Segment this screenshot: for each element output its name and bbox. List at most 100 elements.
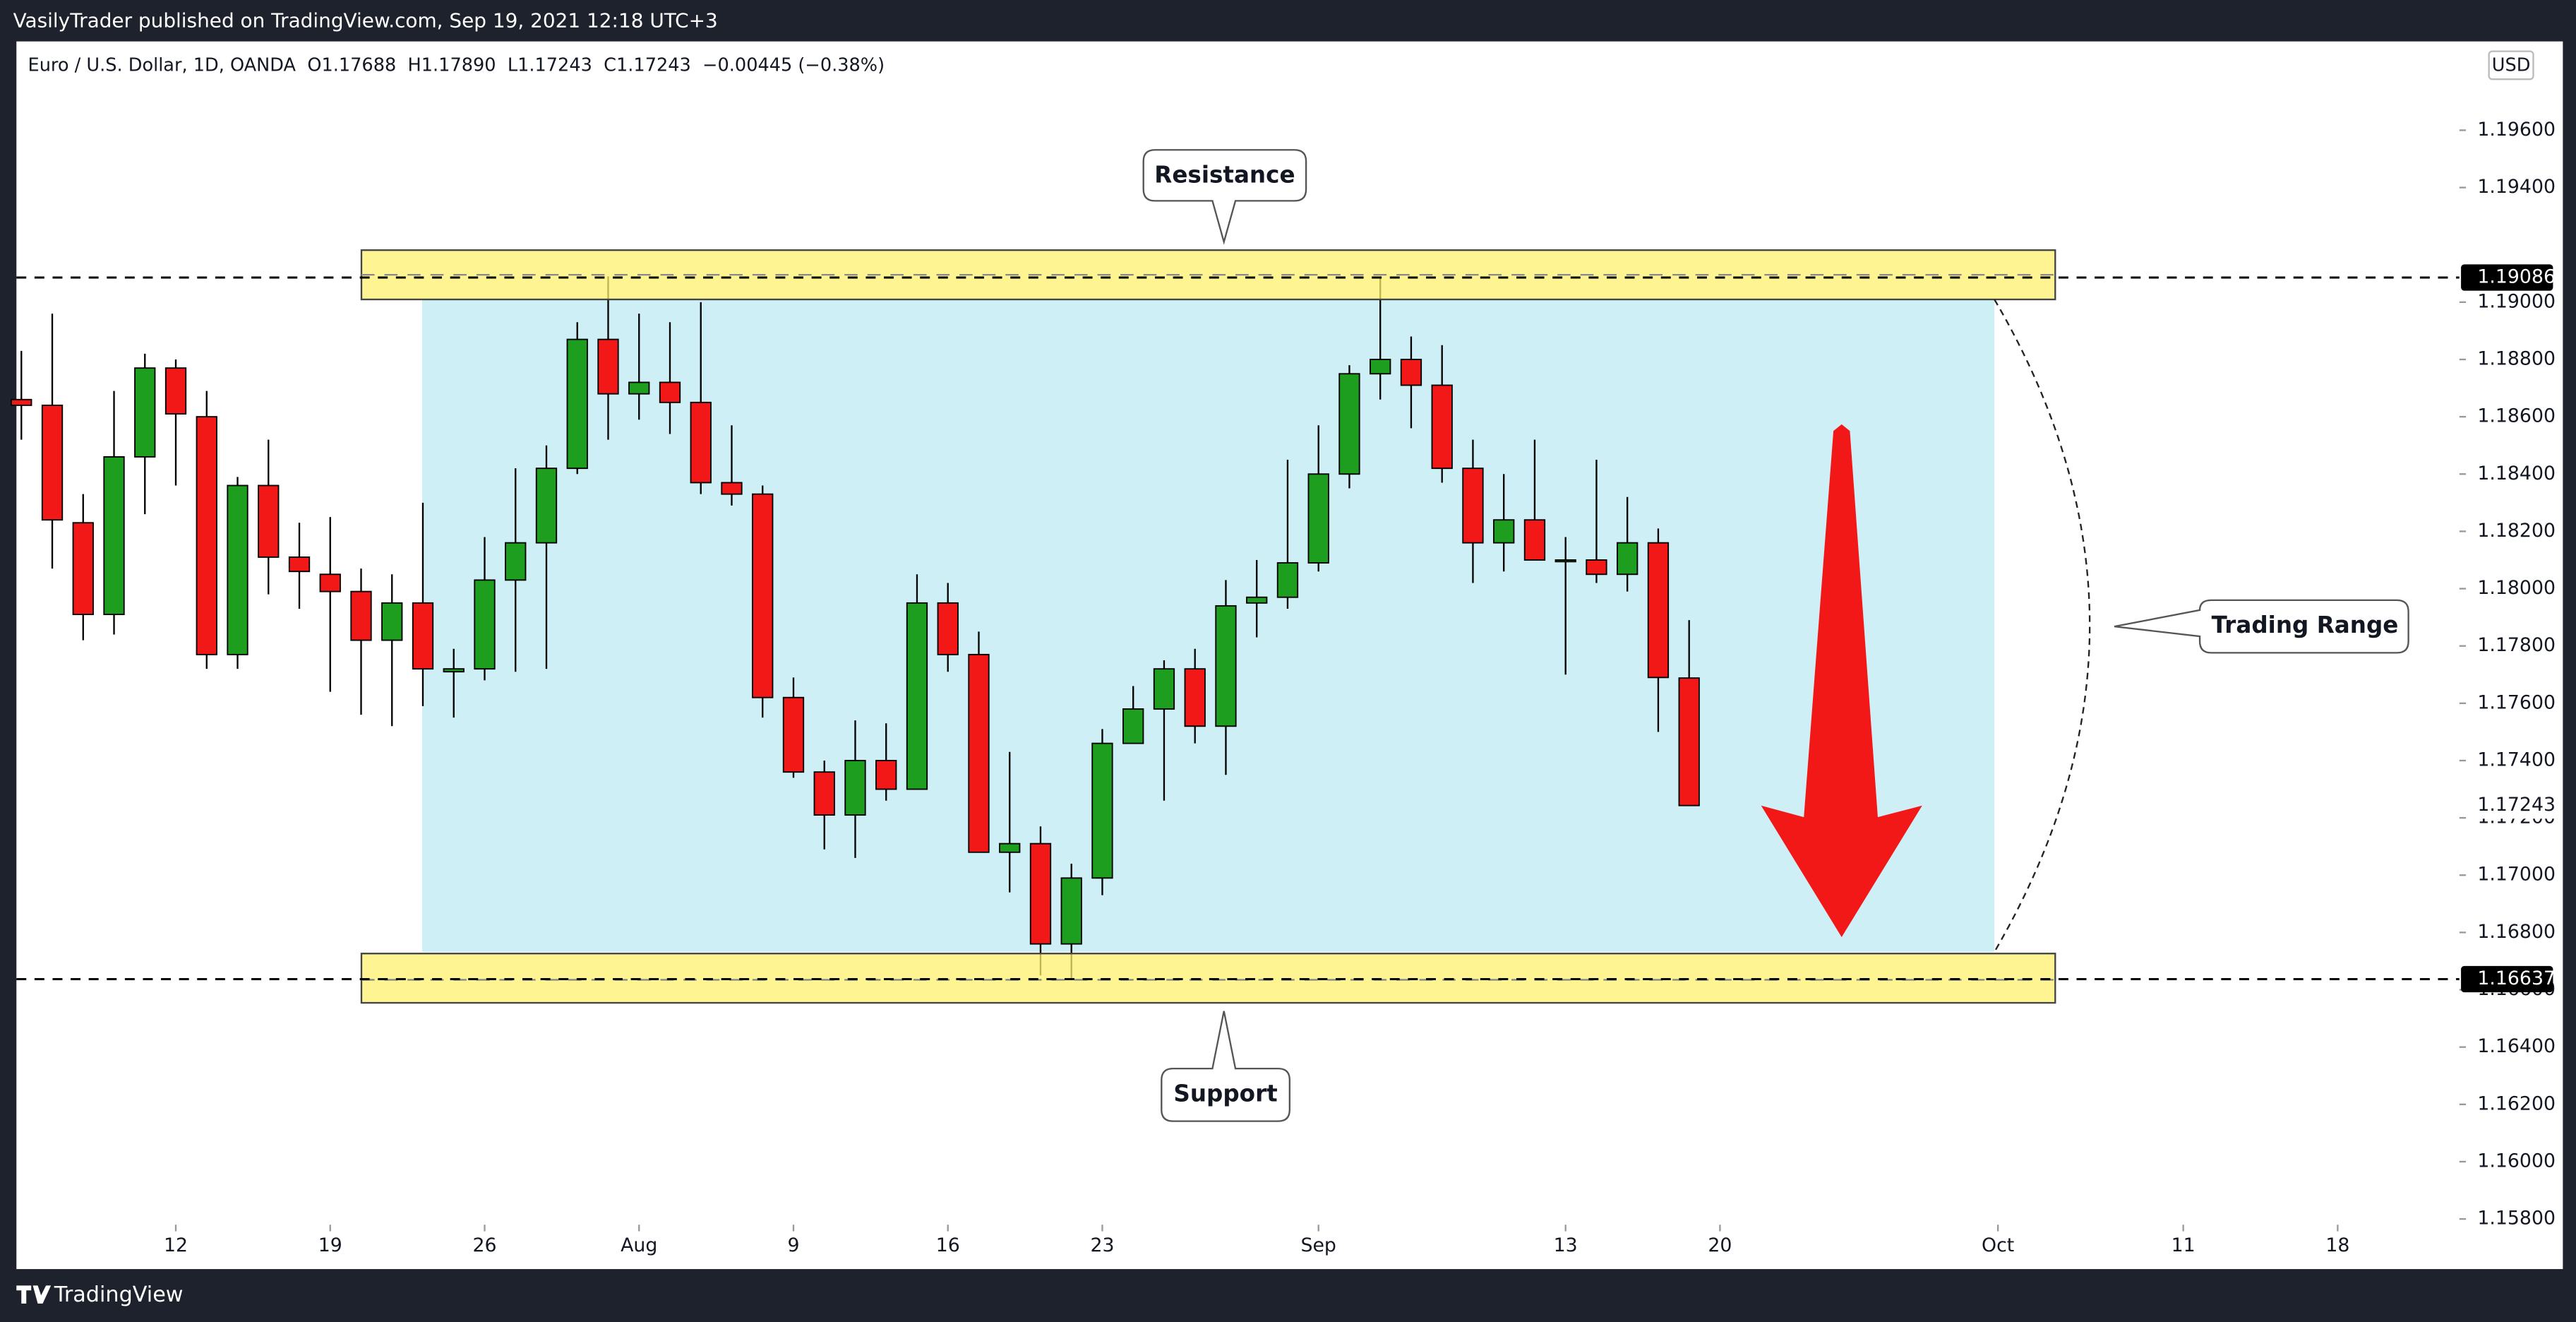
y-tick-label: 1.18600 bbox=[2477, 405, 2556, 427]
level-label-box bbox=[2461, 965, 2553, 993]
candle-body bbox=[1400, 359, 1422, 386]
x-tick-label: 9 bbox=[787, 1234, 799, 1256]
level-label: 1.16637 bbox=[2477, 967, 2556, 989]
publisher: VasilyTrader published on TradingView.co… bbox=[13, 9, 718, 32]
candle-body bbox=[1215, 605, 1237, 727]
candle-body bbox=[1493, 519, 1515, 544]
y-tick-label: 1.18800 bbox=[2477, 347, 2556, 369]
y-tick-label: 1.18000 bbox=[2477, 577, 2556, 599]
last-price-label: 1.17243 bbox=[2477, 794, 2556, 816]
annotation: Resistance bbox=[1154, 161, 1295, 188]
axes: 1.19600 1.19400 1.19000 1.18800 1.18600 1.184… bbox=[16, 119, 2556, 1256]
candle-body bbox=[1554, 559, 1576, 563]
candle-body bbox=[1184, 668, 1206, 727]
x-tick-label: Aug bbox=[621, 1234, 657, 1256]
candle-body bbox=[659, 381, 681, 403]
level-label-box bbox=[2461, 264, 2553, 291]
candle-body bbox=[227, 484, 248, 655]
y-tick-label: 1.19000 bbox=[2477, 290, 2556, 312]
candle-body bbox=[1370, 359, 1391, 375]
legend-item: −0.00445 (−0.38%) bbox=[702, 55, 885, 76]
legend-item: C1.17243 bbox=[604, 55, 691, 76]
annotation: Support bbox=[1173, 1080, 1277, 1107]
legend-item: H1.17890 bbox=[408, 55, 496, 76]
x-tick-label: Sep bbox=[1300, 1234, 1336, 1256]
legend-title: Euro / U.S. Dollar, 1D, OANDA bbox=[28, 55, 296, 76]
candle-body bbox=[505, 542, 527, 581]
callout-box bbox=[1161, 1011, 1290, 1122]
y-tick-label: 1.16400 bbox=[2477, 1035, 2556, 1057]
candle-body bbox=[968, 653, 990, 853]
candle-body bbox=[474, 579, 496, 670]
candle-body bbox=[1523, 519, 1546, 561]
y-tick-label: 1.19600 bbox=[2477, 119, 2556, 141]
x-tick-label: 23 bbox=[1090, 1234, 1114, 1256]
callout-box bbox=[1142, 149, 1307, 245]
candle-body bbox=[196, 416, 217, 655]
candle-body bbox=[381, 602, 403, 641]
candle-body bbox=[1462, 468, 1484, 544]
legend: Euro / U.S. Dollar, 1D, OANDA O1.17688 H1.… bbox=[28, 55, 885, 76]
y-tick-label: 1.18400 bbox=[2477, 463, 2556, 484]
candle-body bbox=[1338, 373, 1360, 475]
candle-body bbox=[1122, 708, 1144, 744]
candle-body bbox=[164, 367, 187, 415]
range-arc bbox=[1994, 299, 2091, 953]
candle-body bbox=[288, 556, 311, 573]
legend-item: L1.17243 bbox=[508, 55, 592, 76]
candle-body bbox=[412, 602, 434, 670]
candle-body bbox=[1617, 542, 1639, 576]
y-tick-label: 1.16200 bbox=[2477, 1092, 2556, 1114]
candle-body bbox=[1246, 596, 1268, 604]
y-tick-label: 1.16000 bbox=[2477, 1150, 2556, 1172]
candle-body bbox=[134, 367, 156, 458]
candle-body bbox=[350, 590, 372, 641]
y-tick-label: 1.17800 bbox=[2477, 634, 2556, 656]
candle-body bbox=[628, 381, 650, 395]
candle-body bbox=[1153, 668, 1175, 710]
x-tick-label: 19 bbox=[318, 1234, 342, 1256]
currency-box bbox=[2488, 50, 2534, 81]
annotation: Trading Range bbox=[2212, 612, 2399, 638]
last-price-box bbox=[2469, 792, 2555, 819]
candle-body bbox=[906, 602, 928, 790]
candle-body bbox=[782, 696, 805, 773]
candle-body bbox=[1029, 842, 1052, 945]
candle-body bbox=[535, 468, 558, 544]
x-tick-label: 16 bbox=[936, 1234, 960, 1256]
x-tick-label: Oct bbox=[1982, 1234, 2014, 1256]
legend-item: O1.17688 bbox=[307, 55, 396, 76]
y-tick-label: 1.15800 bbox=[2477, 1208, 2556, 1229]
x-tick-label: 11 bbox=[2171, 1234, 2195, 1256]
y-tick-label: 1.16800 bbox=[2477, 921, 2556, 943]
callout-box bbox=[2114, 599, 2409, 654]
x-tick-label: 13 bbox=[1554, 1234, 1578, 1256]
candle-body bbox=[1647, 542, 1670, 679]
candle-body bbox=[1431, 384, 1453, 470]
brand: TradingView bbox=[54, 1282, 184, 1307]
candle-body bbox=[1586, 559, 1607, 576]
x-tick-label: 20 bbox=[1708, 1234, 1732, 1256]
candles bbox=[11, 276, 1700, 979]
range-box bbox=[422, 299, 1995, 952]
y-tick-label: 1.17000 bbox=[2477, 864, 2556, 886]
candle-body bbox=[721, 482, 743, 495]
level-label: 1.19086 bbox=[2477, 266, 2556, 287]
candle-body bbox=[103, 455, 125, 615]
x-tick-label: 12 bbox=[164, 1234, 188, 1256]
candle-body bbox=[72, 522, 94, 615]
candle-body bbox=[41, 404, 64, 521]
candle-body bbox=[258, 484, 280, 558]
candle-body bbox=[319, 573, 341, 592]
candle-body bbox=[11, 398, 32, 406]
currency: USD bbox=[2492, 55, 2531, 76]
candle-body bbox=[937, 602, 959, 655]
candle-body bbox=[813, 771, 835, 816]
candle-body bbox=[1091, 742, 1113, 879]
y-tick-label: 1.19400 bbox=[2477, 176, 2556, 198]
candle-body bbox=[844, 760, 866, 816]
down-arrow bbox=[1761, 424, 1922, 937]
candle-body bbox=[1678, 677, 1700, 806]
